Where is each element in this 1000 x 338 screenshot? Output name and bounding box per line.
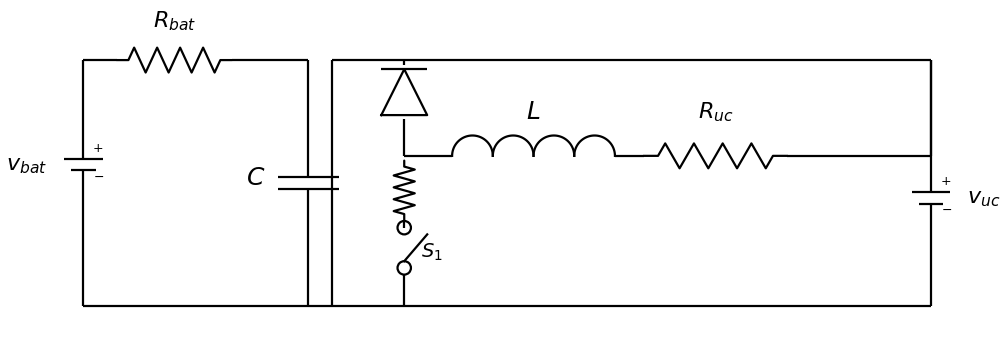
Text: $R_{uc}$: $R_{uc}$ <box>698 101 733 124</box>
Text: $v_{uc}$: $v_{uc}$ <box>967 188 1000 210</box>
Text: $R_{bat}$: $R_{bat}$ <box>153 10 196 33</box>
Text: $C$: $C$ <box>246 167 265 190</box>
Text: $-$: $-$ <box>93 170 104 183</box>
Text: +: + <box>941 175 951 188</box>
Text: $v_{bat}$: $v_{bat}$ <box>6 154 47 176</box>
Text: +: + <box>93 142 104 155</box>
Text: $-$: $-$ <box>941 203 952 216</box>
Text: $L$: $L$ <box>526 101 541 124</box>
Text: $S_1$: $S_1$ <box>421 242 443 263</box>
